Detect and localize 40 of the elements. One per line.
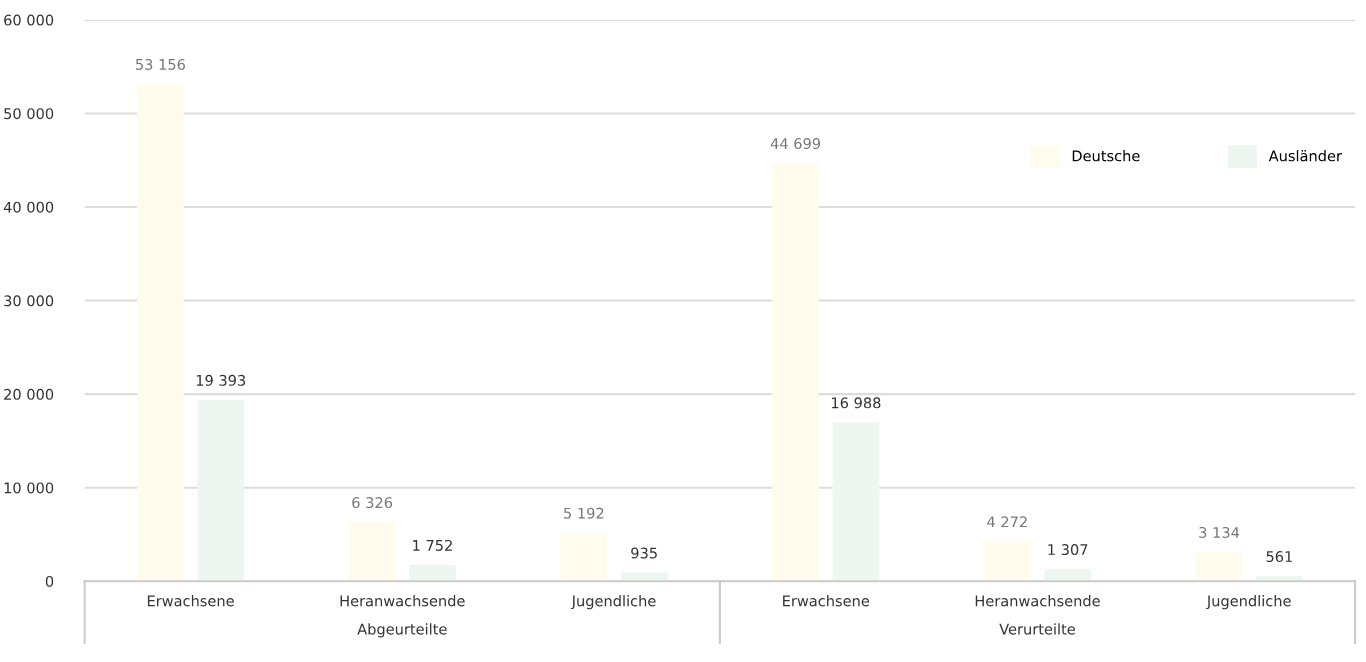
bar: [197, 399, 245, 582]
data-label: 561: [1266, 551, 1292, 563]
y-tick-label: 30 000: [4, 295, 54, 307]
data-label: 3 134: [1199, 526, 1240, 538]
y-tick-label: 20 000: [4, 388, 54, 400]
y-tick-label: 0: [45, 575, 54, 587]
x-tick-label: Heranwachsende: [340, 595, 465, 607]
bar: [832, 422, 880, 582]
bar: [137, 83, 184, 582]
bar: [348, 522, 396, 582]
legend-label: Deutsche: [1072, 150, 1140, 162]
y-tick-label: 40 000: [3, 201, 54, 213]
bar: [620, 572, 668, 582]
text: Verurteilte: [999, 623, 1075, 635]
x-tick-label: Erwachsene: [783, 595, 870, 607]
data-label: 16 988: [832, 397, 881, 409]
x-tick-label: Erwachsene: [147, 595, 234, 607]
bar: [409, 564, 456, 582]
text: Abgeurteilte: [357, 623, 447, 638]
data-label: 19 393: [196, 374, 246, 386]
data-label: 1 307: [1048, 544, 1088, 556]
data-label: 5 192: [564, 507, 604, 519]
y-tick-label: 10 000: [4, 482, 54, 494]
y-tick-label: 50 000: [4, 108, 54, 120]
bar: [1044, 569, 1091, 582]
x-tick-label: Jugendliche: [570, 595, 656, 610]
x-tick-label: Heranwachsende: [975, 595, 1100, 607]
bar: [984, 541, 1031, 582]
bar: [772, 163, 819, 582]
data-label: 1 752: [413, 539, 452, 551]
x-tick-label: Jugendliche: [1206, 595, 1291, 610]
data-label: 53 156: [136, 58, 185, 70]
y-tick-label: 60 000: [4, 14, 54, 26]
data-label: 6 326: [352, 497, 393, 509]
bar: [560, 532, 608, 582]
data-label: 4 272: [987, 516, 1027, 528]
legend-label: Ausländer: [1268, 150, 1342, 162]
bar: [1195, 551, 1243, 582]
data-label: 935: [631, 547, 657, 559]
data-label: 44 699: [770, 138, 821, 150]
